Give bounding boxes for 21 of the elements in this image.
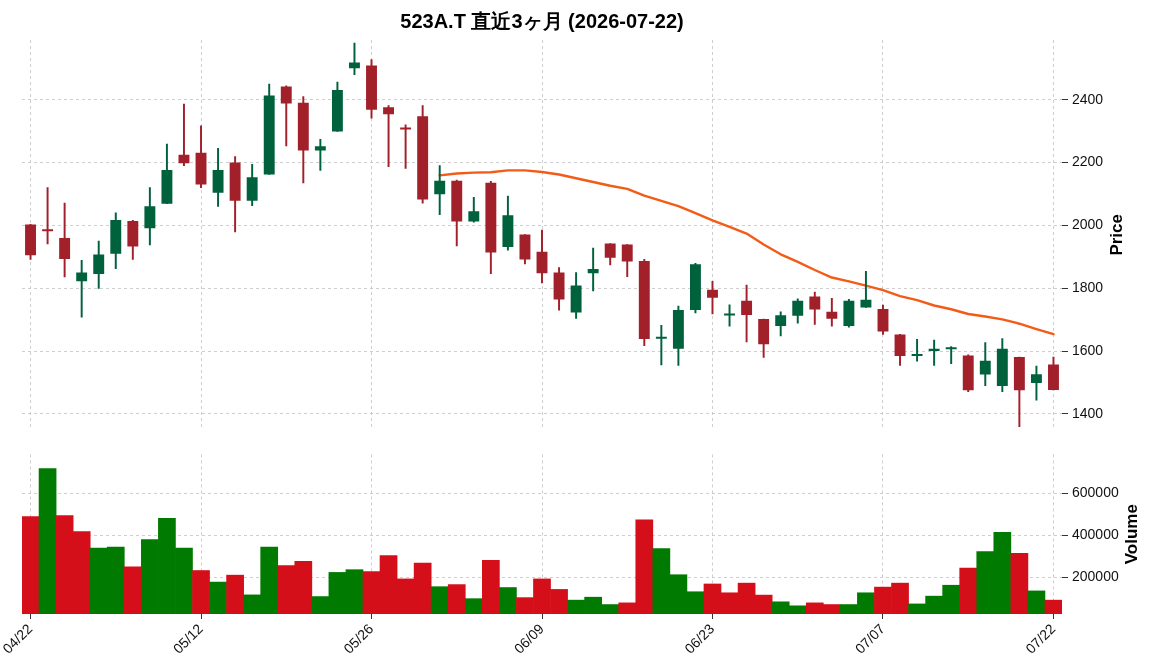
candlestick: [945, 346, 957, 364]
candlestick: [911, 339, 923, 362]
y-axis-title: Price: [1106, 214, 1126, 256]
candlestick: [655, 324, 667, 366]
y-tick-label: 1600: [1072, 341, 1104, 358]
y-tick-label: 1400: [1072, 404, 1104, 421]
candlestick: [724, 304, 735, 327]
candlestick: [400, 124, 412, 169]
candlestick: [383, 105, 395, 167]
y-tick-label: 2200: [1072, 153, 1104, 170]
y-tick-label: 1800: [1072, 279, 1104, 296]
y-tick-label: 2400: [1072, 90, 1104, 107]
y-tick-label: 2000: [1072, 216, 1104, 233]
candlestick: [928, 339, 940, 366]
y-tick-label: 600000: [1072, 484, 1119, 501]
chart-title: 523A.T 直近3ヶ月 (2026-07-22): [400, 9, 684, 32]
candlestick: [42, 187, 54, 245]
y-tick-label: 200000: [1072, 568, 1119, 585]
y-axis-title: Volume: [1122, 504, 1142, 565]
candlestick: [587, 247, 599, 292]
y-tick-label: 400000: [1072, 526, 1119, 543]
